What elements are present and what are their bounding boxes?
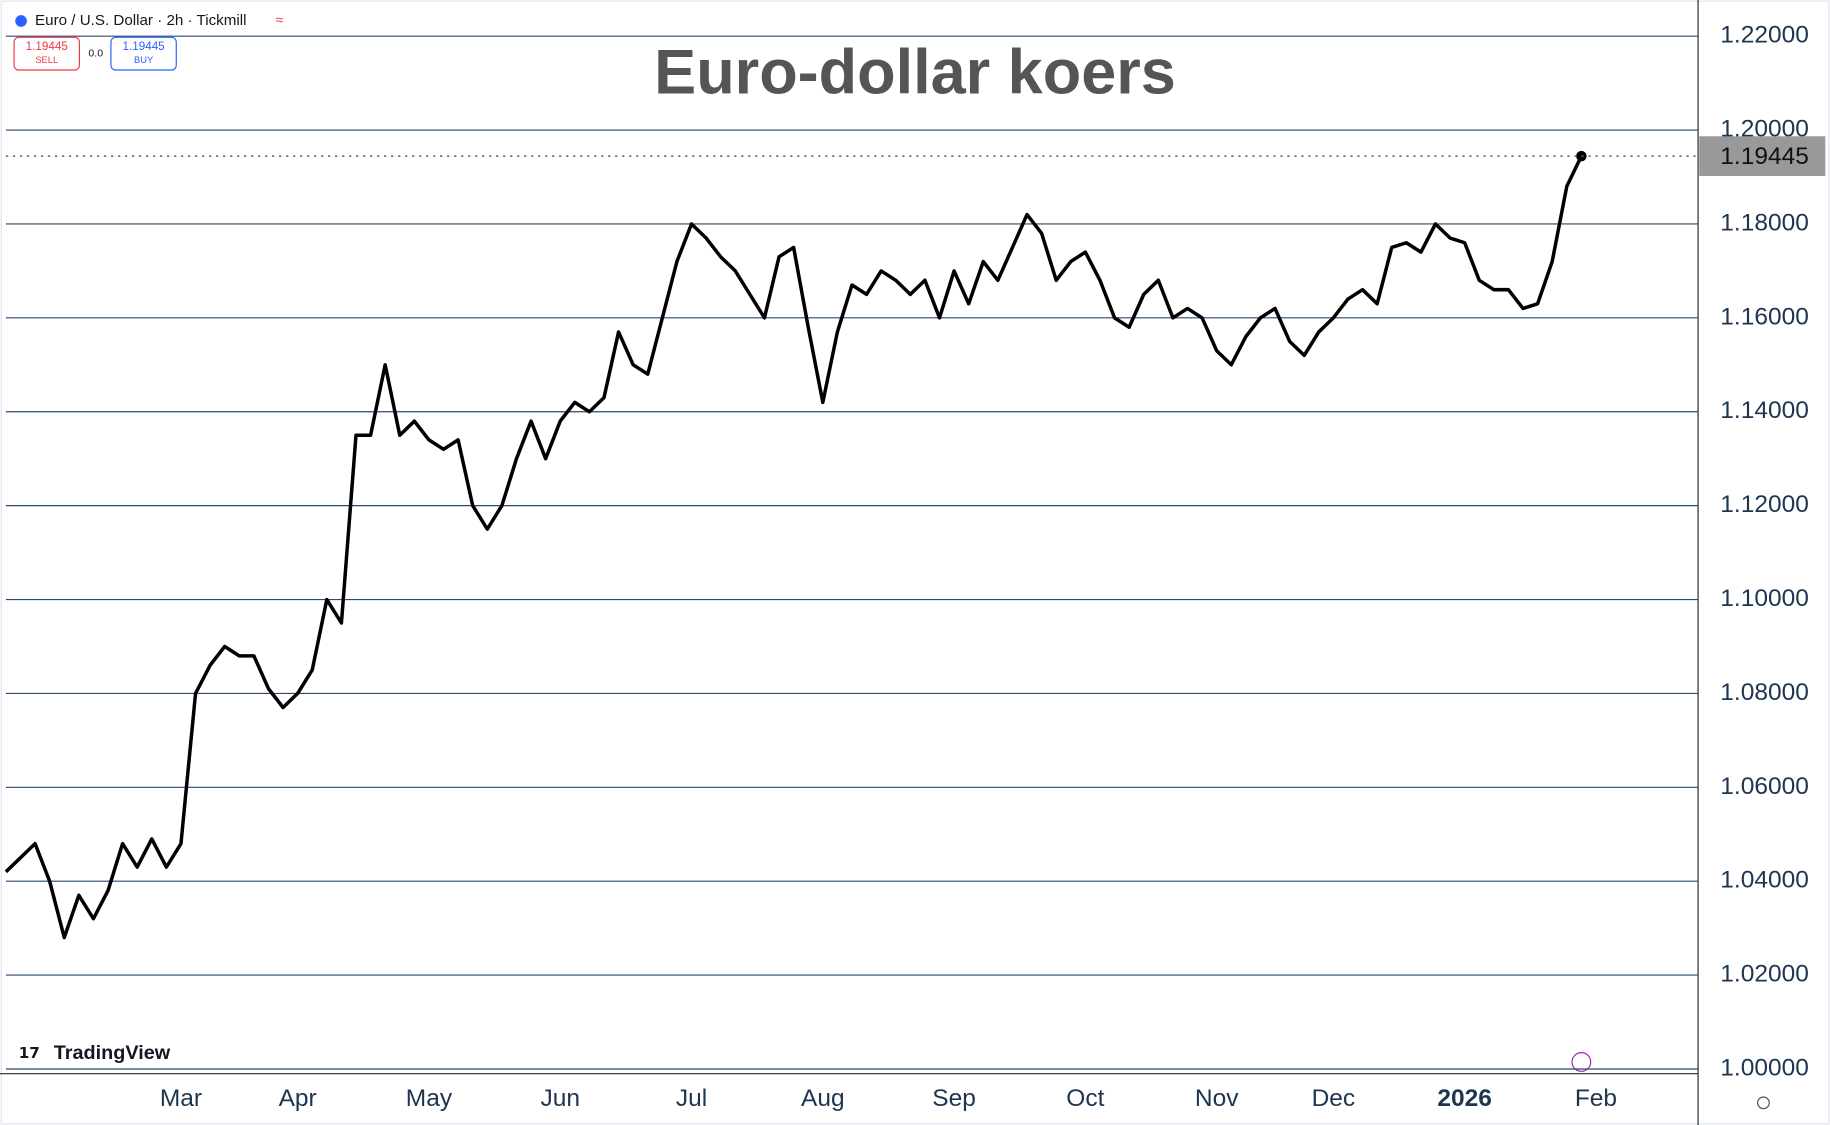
x-tick-label: May (406, 1085, 453, 1112)
chart-title: Euro-dollar koers (654, 38, 1176, 108)
spread: 0.0 (88, 47, 103, 59)
y-tick-label: 1.12000 (1720, 491, 1809, 518)
grid (5, 35, 1699, 1070)
y-tick-label: 1.18000 (1720, 209, 1809, 236)
x-tick-label: Oct (1066, 1085, 1104, 1112)
x-tick-label: Dec (1312, 1085, 1356, 1112)
x-tick-label: Feb (1575, 1085, 1617, 1112)
x-tick-label: Apr (279, 1085, 317, 1112)
labels: 1.00000 1.02000 1.04000 1.06000 1.08000 1.100… (160, 22, 1826, 1112)
price-line (4, 155, 1583, 940)
x-tick-label: Mar (160, 1085, 202, 1112)
y-tick-label: 1.06000 (1720, 773, 1809, 800)
x-tick-label: Nov (1195, 1085, 1239, 1112)
logo-mark: 𝟭𝟳 (19, 1045, 40, 1062)
buy-label: BUY (134, 55, 154, 65)
indicator-icon: ≈ (275, 12, 283, 28)
y-tick-label: 1.08000 (1720, 679, 1809, 706)
plot (4, 150, 1699, 940)
y-tick-label: 1.00000 (1720, 1054, 1809, 1081)
settings-icon[interactable] (1756, 1096, 1770, 1110)
sell-button[interactable] (13, 36, 81, 71)
symbol-title: Euro / U.S. Dollar · 2h · Tickmill (35, 12, 246, 29)
last-price-box (1699, 136, 1826, 176)
sell-label: SELL (35, 55, 58, 65)
y-tick-label: 1.14000 (1720, 397, 1809, 424)
symbol-icon (15, 15, 27, 27)
x-tick-label: 2026 (1437, 1085, 1492, 1112)
events-icon[interactable] (1571, 1052, 1592, 1072)
buy-button[interactable] (110, 36, 177, 71)
sell-price: 1.19445 (26, 40, 68, 53)
y-tick-label: 1.04000 (1720, 867, 1809, 894)
x-tick-label: Aug (801, 1085, 845, 1112)
last-price-label: 1.19445 (1720, 143, 1809, 170)
y-tick-label: 1.02000 (1720, 961, 1809, 988)
x-tick-label: Jun (540, 1085, 580, 1112)
y-tick-label: 1.10000 (1720, 585, 1809, 612)
y-tick-label: 1.16000 (1720, 303, 1809, 330)
y-tick-label: 1.22000 (1720, 22, 1809, 49)
buy-price: 1.19445 (123, 40, 165, 53)
x-tick-label: Jul (676, 1085, 707, 1112)
brand: TradingView (54, 1042, 171, 1064)
x-tick-label: Sep (932, 1085, 976, 1112)
